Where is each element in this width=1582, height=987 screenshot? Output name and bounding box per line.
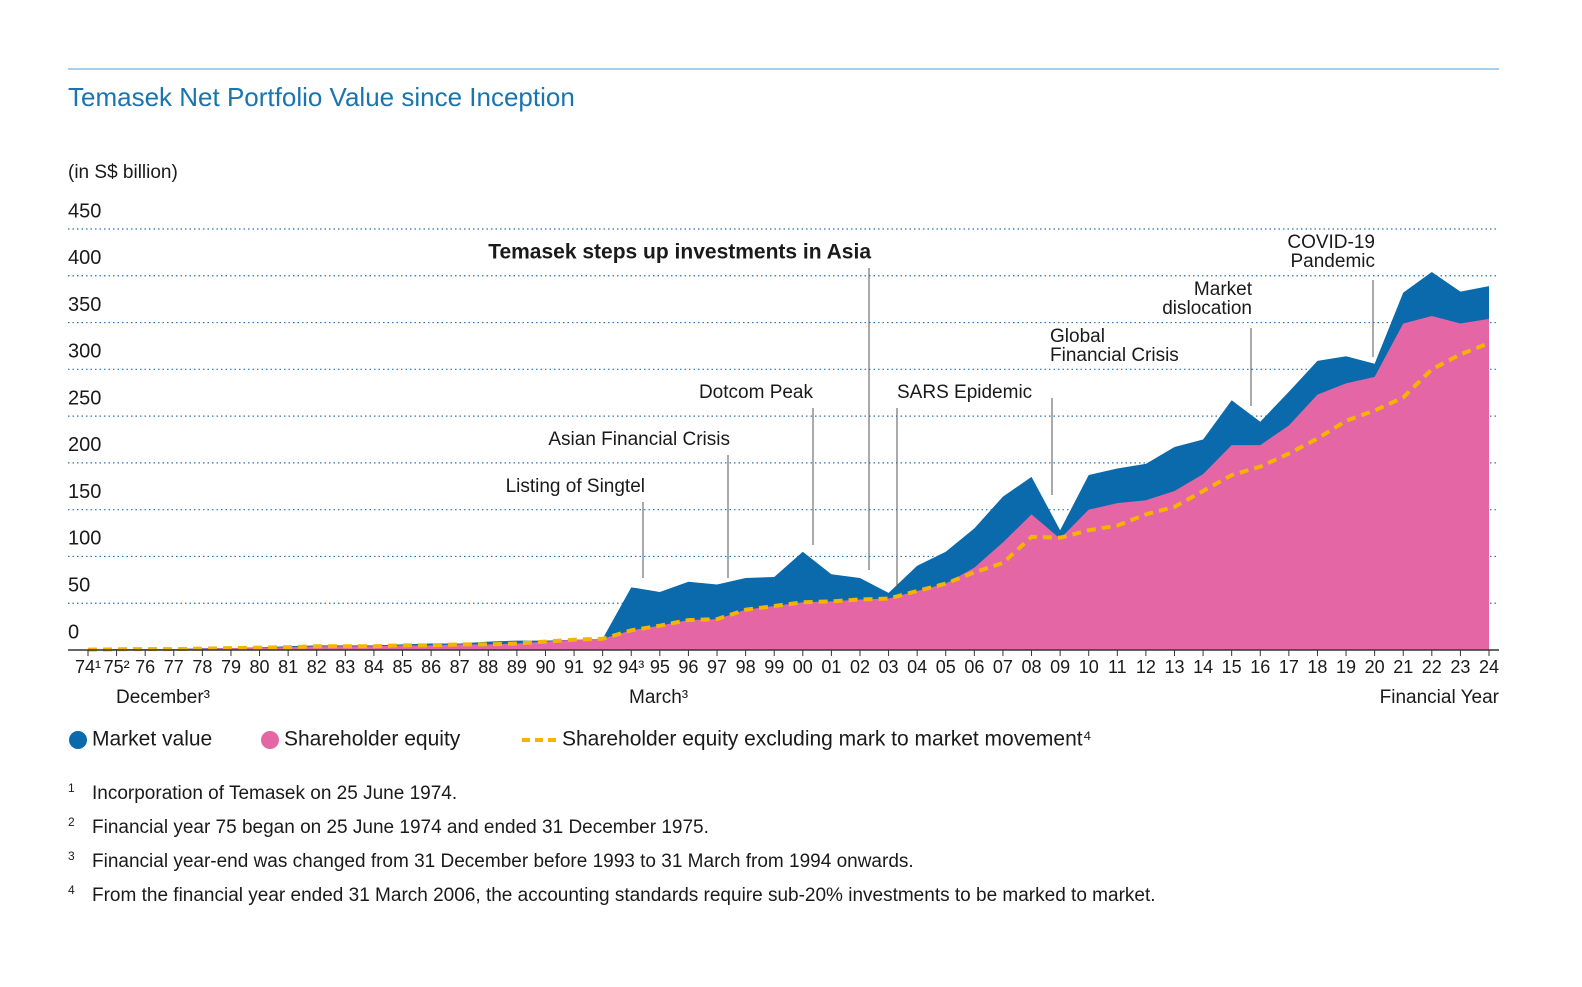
x-tick-label: 17 [1279,657,1299,677]
x-tick-label: 24 [1479,657,1499,677]
x-tick-label: 11 [1108,657,1127,677]
x-tick-label: 19 [1336,657,1356,677]
annotation: Pandemic [1291,251,1376,272]
x-tick-label: 87 [450,657,470,677]
x-tick-label: 79 [221,657,241,677]
footnote-mark: 1 [68,781,75,795]
annotation: Listing of Singtel [506,476,645,497]
annotation: COVID-19 [1287,232,1375,253]
x-tick-label: 07 [993,657,1013,677]
x-tick-label: 97 [707,657,727,677]
y-tick-label: 400 [68,247,101,269]
legend-swatch [69,731,87,749]
footnote: Financial year 75 began on 25 June 1974 … [92,817,709,838]
y-tick-label: 450 [68,200,101,222]
x-tick-label: 18 [1307,657,1327,677]
x-tick-label: 76 [135,657,155,677]
footnote: Financial year-end was changed from 31 D… [92,851,914,872]
x-tick-label: 20 [1365,657,1385,677]
footnote: From the financial year ended 31 March 2… [92,885,1156,906]
y-axis-label: (in S$ billion) [68,162,178,183]
annotation: Asian Financial Crisis [548,429,730,450]
x-tick-label: 91 [564,657,584,677]
x-tick-label: 10 [1079,657,1099,677]
footnote-mark: 2 [68,815,75,829]
x-tick-label: 85 [392,657,412,677]
x-tick-label: 13 [1164,657,1184,677]
x-tick-label: 75² [104,657,130,677]
x-tick-label: 02 [850,657,870,677]
x-tick-label: 09 [1050,657,1070,677]
x-axis-label: Financial Year [1380,687,1500,708]
x-tick-label: 95 [650,657,670,677]
x-tick-label: 22 [1422,657,1442,677]
annotation: Temasek steps up investments in Asia [488,241,871,264]
area [88,316,1489,650]
x-sublabel: March³ [629,687,688,708]
annotation: Global [1050,326,1105,347]
x-tick-label: 81 [278,657,298,677]
x-sublabel: December³ [116,687,210,708]
x-tick-label: 15 [1222,657,1242,677]
x-tick-label: 84 [364,657,384,677]
x-tick-label: 74¹ [75,657,101,677]
x-tick-label: 96 [678,657,698,677]
x-tick-label: 04 [907,657,927,677]
x-tick-label: 90 [535,657,555,677]
annotation: Dotcom Peak [699,382,814,403]
x-tick-label: 03 [879,657,899,677]
x-tick-label: 77 [164,657,184,677]
x-tick-label: 78 [192,657,212,677]
y-tick-label: 200 [68,434,101,456]
x-tick-label: 99 [764,657,784,677]
x-tick-label: 89 [507,657,527,677]
y-tick-label: 300 [68,341,101,363]
annotation: Financial Crisis [1050,345,1179,366]
x-tick-label: 94³ [618,657,644,677]
y-tick-label: 350 [68,294,101,316]
x-tick-label: 08 [1022,657,1042,677]
x-tick-label: 98 [736,657,756,677]
x-tick-label: 01 [821,657,841,677]
x-tick-label: 23 [1450,657,1470,677]
x-tick-label: 00 [793,657,813,677]
x-tick-label: 88 [478,657,498,677]
footnote: Incorporation of Temasek on 25 June 1974… [92,783,457,804]
x-tick-label: 12 [1136,657,1156,677]
footnote-mark: 3 [68,849,75,863]
annotation: SARS Epidemic [897,382,1032,403]
footnote-mark: 4 [68,883,75,897]
annotation: Market [1194,279,1253,300]
legend-label: Shareholder equity [284,728,461,751]
x-tick-label: 21 [1393,657,1413,677]
y-tick-label: 50 [68,575,90,597]
legend-label: Shareholder equity excluding mark to mar… [562,728,1092,751]
y-tick-label: 0 [68,621,79,643]
x-tick-label: 92 [593,657,613,677]
y-tick-label: 150 [68,481,101,503]
x-tick-label: 14 [1193,657,1213,677]
y-tick-label: 100 [68,528,101,550]
x-tick-label: 86 [421,657,441,677]
y-tick-label: 250 [68,387,101,409]
annotation: dislocation [1162,298,1252,319]
x-tick-label: 16 [1250,657,1270,677]
legend-label: Market value [92,728,212,751]
line [87,341,1490,652]
chart-title: Temasek Net Portfolio Value since Incept… [68,82,575,112]
x-tick-label: 82 [307,657,327,677]
x-tick-label: 80 [250,657,270,677]
x-tick-label: 06 [964,657,984,677]
x-tick-label: 83 [335,657,355,677]
legend-swatch [261,731,279,749]
x-tick-label: 05 [936,657,956,677]
